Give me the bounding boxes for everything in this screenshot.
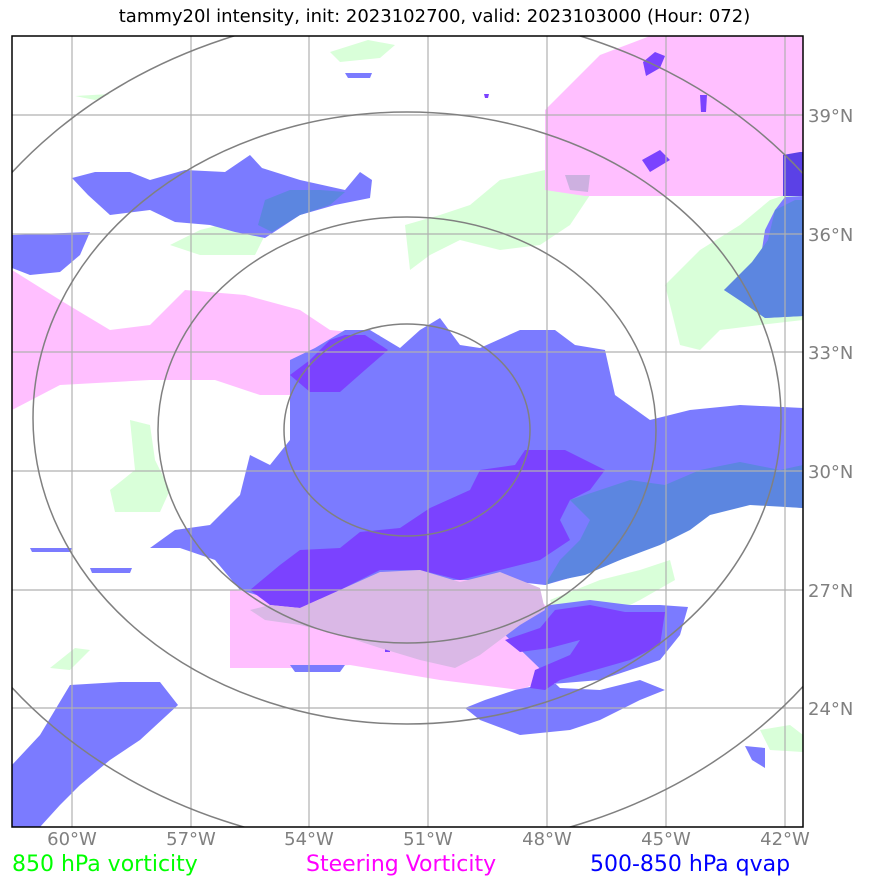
legend-850-vorticity: 850 hPa vorticity xyxy=(12,852,198,877)
lat-tick-label: 24°N xyxy=(808,699,853,720)
lon-tick-label: 48°W xyxy=(522,829,572,850)
lon-tick-label: 57°W xyxy=(166,829,216,850)
latitude-labels: 39°N 36°N 33°N 30°N 27°N 24°N xyxy=(808,106,853,720)
lat-tick-label: 36°N xyxy=(808,225,853,246)
lat-tick-label: 30°N xyxy=(808,462,853,483)
lon-tick-label: 60°W xyxy=(47,829,97,850)
lat-tick-label: 27°N xyxy=(808,581,853,602)
lon-tick-label: 45°W xyxy=(641,829,691,850)
lon-tick-label: 51°W xyxy=(403,829,453,850)
legend-steering-vorticity: Steering Vorticity xyxy=(306,852,497,877)
graticule xyxy=(12,36,803,827)
map-title: tammy20l intensity, init: 2023102700, va… xyxy=(118,6,751,27)
lat-tick-label: 39°N xyxy=(808,106,853,127)
lat-tick-label: 33°N xyxy=(808,343,853,364)
longitude-labels: 60°W 57°W 54°W 51°W 48°W 45°W 42°W xyxy=(47,829,810,850)
lon-tick-label: 54°W xyxy=(284,829,334,850)
lon-tick-label: 42°W xyxy=(760,829,810,850)
legend-qvap: 500-850 hPa qvap xyxy=(590,852,791,877)
plot-frame xyxy=(11,35,804,828)
range-rings xyxy=(12,36,803,827)
